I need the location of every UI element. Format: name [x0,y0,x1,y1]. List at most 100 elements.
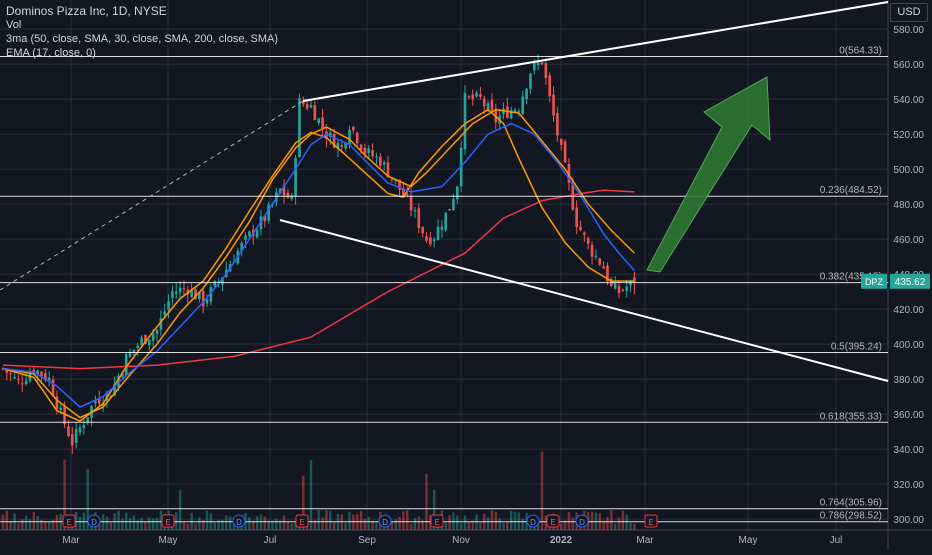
volume-bar [629,522,632,530]
svg-text:E: E [299,518,304,527]
volume-bar [433,489,436,530]
candle-body [278,188,282,194]
candle-body [144,334,147,344]
candle-body [359,144,363,151]
volume-bar [463,515,467,530]
earnings-marker-icon: E [62,514,76,528]
volume-bar [459,523,463,530]
candle-body [409,195,413,211]
volume-bar [506,522,509,530]
candle-body [606,265,609,282]
candle-body [452,199,455,211]
volume-bar [394,519,397,530]
x-tick-label: Mar [62,535,80,546]
volume-bar [105,516,109,530]
candle-body [113,383,116,396]
fib-level-label: 0.786(298.52) [820,511,882,522]
candle-body [425,236,428,241]
candle-body [417,208,421,228]
candle-body [17,379,20,381]
candle-body [209,287,213,302]
y-tick-label: 520.00 [893,130,924,141]
volume-bar [602,520,605,530]
candle-body [305,104,309,109]
candle-body [533,62,536,71]
x-tick-label: Jul [830,535,843,546]
volume-bar [367,516,370,530]
ema-indicator-label[interactable]: EMA (17, close, 0) [6,47,96,59]
volume-bar [398,516,401,530]
volume-bar [205,510,209,530]
candle-body [171,290,174,298]
volume-bar [344,523,347,530]
volume-bar [486,517,490,530]
candle-body [240,242,243,251]
candle-body [421,227,424,234]
y-tick-label: 300.00 [893,515,924,526]
candle-body [217,281,220,283]
volume-bar [375,522,378,530]
volume-bar [217,519,220,530]
candle-body [159,318,163,330]
candle-body [194,289,197,300]
candle-body [529,73,532,89]
svg-text:D: D [382,518,388,527]
candle-body [309,104,313,108]
earnings-marker-icon: E [295,514,309,528]
candle-body [5,368,9,373]
currency-label[interactable]: USD [890,3,928,22]
y-tick-label: 460.00 [893,235,924,246]
volume-bar [44,521,47,530]
candle-body [163,311,166,315]
candle-body [267,204,270,221]
volume-bar [540,451,544,530]
candle-body [86,417,89,422]
volume-bar [510,511,513,530]
volume-bar [621,511,625,530]
volume-bar [536,520,540,530]
volume-bar [544,515,548,530]
candle-body [59,407,63,411]
candle-body [44,373,47,381]
volume-bar [40,519,43,530]
dividend-marker-icon: D [526,514,540,528]
candle-body [151,333,155,341]
volume-bar [140,517,143,530]
volume-bar [155,517,159,530]
candle-body [244,235,247,240]
x-tick-label: Jul [264,535,277,546]
candle-body [525,88,528,100]
candle-body [24,380,28,385]
lower-trendline [279,219,889,382]
svg-text:E: E [165,518,170,527]
volume-bar [606,516,609,530]
candle-body [440,226,444,231]
ema17-line [2,108,635,422]
candle-body [201,291,205,307]
volume-indicator-label[interactable]: Vol [6,19,22,31]
volume-bar [98,519,101,530]
volume-bar [36,516,39,530]
volume-bar [402,511,405,530]
candle-body [471,94,474,100]
candle-body [571,184,575,210]
y-tick-label: 320.00 [893,480,924,491]
volume-bar [198,517,201,530]
volume-bar [302,475,305,530]
svg-text:D: D [91,518,97,527]
fib-level-label: 0.236(484.52) [820,185,882,196]
ma-indicator-label[interactable]: 3ma (50, close, SMA, 30, close, SMA, 200… [6,33,279,45]
svg-text:D: D [236,518,242,527]
candle-body [74,429,78,443]
candle-body [128,352,132,357]
candle-body [494,108,498,123]
svg-text:E: E [550,518,555,527]
last-price-label: 435.62 [895,277,926,288]
y-tick-label: 340.00 [893,445,924,456]
candle-body [521,96,525,114]
candle-body [140,337,143,345]
candle-body [286,192,290,198]
volume-bar [132,515,136,530]
